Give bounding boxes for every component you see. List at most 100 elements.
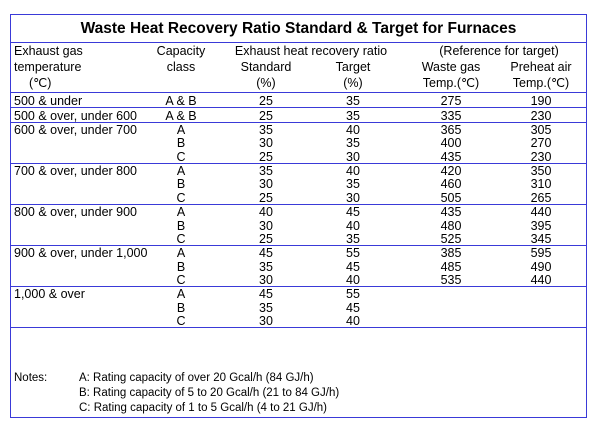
capacity-class-cell: B (176, 218, 186, 233)
standard-cell: 25 (259, 94, 273, 108)
standard-cell: 25 (259, 190, 273, 205)
target-cell: 40 (346, 272, 360, 287)
temperature-range: 800 & over, under 900 (14, 205, 138, 220)
temperature-range: 1,000 & over (14, 287, 85, 302)
preheat-air-temp-cell: 310 (530, 177, 552, 192)
header-preheat-line2: Temp.(℃) (512, 76, 570, 90)
furnace-recovery-table: Waste Heat Recovery Ratio Standard & Tar… (10, 14, 587, 418)
capacity-class-cell: C (176, 272, 186, 287)
table-title: Waste Heat Recovery Ratio Standard & Tar… (80, 20, 517, 37)
capacity-class-cell: C (176, 190, 186, 205)
temperature-range: 500 & over, under 600 (14, 108, 138, 123)
waste-gas-temp-cell: 275 (440, 94, 462, 108)
target-cell: 40 (346, 164, 360, 179)
target-cell: 55 (346, 287, 360, 302)
group-divider (11, 107, 586, 108)
waste-gas-temp-cell: 460 (440, 177, 462, 192)
target-cell: 35 (346, 108, 360, 123)
standard-cell: 30 (259, 314, 273, 328)
header-exhaust-line2: temperature (14, 60, 82, 74)
waste-gas-temp-cell: 420 (440, 164, 462, 179)
capacity-class-cell: A (176, 164, 186, 179)
capacity-class-cell: B (176, 136, 186, 151)
header-preheat-line1: Preheat air (510, 60, 572, 74)
group-divider (11, 203, 586, 205)
standard-cell: 40 (259, 205, 273, 220)
target-cell: 40 (346, 123, 360, 137)
standard-cell: 30 (259, 272, 273, 287)
target-cell: 30 (346, 149, 360, 164)
preheat-air-temp-cell: 230 (530, 108, 552, 123)
header-waste-gas-line2: Temp.(℃) (422, 76, 480, 90)
preheat-air-temp-cell: 265 (530, 190, 552, 205)
target-cell: 45 (346, 259, 360, 274)
capacity-class-cell: C (176, 149, 186, 164)
standard-cell: 35 (259, 300, 273, 315)
preheat-air-temp-cell: 395 (530, 218, 552, 233)
waste-gas-temp-cell: 505 (440, 190, 462, 205)
header-reference-group: (Reference for target) (439, 44, 559, 58)
standard-cell: 25 (259, 231, 273, 246)
waste-gas-temp-cell: 435 (440, 205, 462, 220)
header-target-unit: (%) (343, 76, 363, 90)
preheat-air-temp-cell: 595 (530, 246, 552, 261)
header-exhaust-line1: Exhaust gas (14, 44, 83, 58)
header-target: Target (335, 60, 371, 74)
preheat-air-temp-cell: 270 (530, 136, 552, 151)
target-cell: 35 (346, 177, 360, 192)
preheat-air-temp-cell: 440 (530, 272, 552, 287)
standard-cell: 35 (259, 123, 273, 137)
waste-gas-temp-cell: 365 (440, 123, 462, 137)
capacity-class-cell: A (176, 205, 186, 220)
preheat-air-temp-cell: 190 (530, 94, 552, 108)
header-standard-unit: (%) (256, 76, 276, 90)
target-cell: 35 (346, 136, 360, 151)
target-cell: 35 (346, 231, 360, 246)
group-divider (11, 162, 586, 164)
waste-gas-temp-cell: 535 (440, 272, 462, 287)
note-b: B: Rating capacity of 5 to 20 Gcal/h (21… (79, 387, 340, 399)
group-divider (11, 327, 586, 328)
temperature-range: 500 & under (14, 94, 83, 108)
waste-gas-temp-cell: 435 (440, 149, 462, 164)
standard-cell: 30 (259, 218, 273, 233)
preheat-air-temp-cell: 350 (530, 164, 552, 179)
note-a: A: Rating capacity of over 20 Gcal/h (84… (79, 372, 314, 384)
standard-cell: 45 (259, 246, 273, 261)
standard-cell: 30 (259, 177, 273, 192)
preheat-air-temp-cell: 440 (530, 205, 552, 220)
target-cell: 40 (346, 218, 360, 233)
temperature-range: 600 & over, under 700 (14, 123, 138, 137)
target-cell: 30 (346, 190, 360, 205)
target-cell: 40 (346, 314, 360, 328)
waste-gas-temp-cell: 400 (440, 136, 462, 151)
notes-label: Notes: (14, 372, 48, 384)
waste-gas-temp-cell: 480 (440, 218, 462, 233)
waste-gas-temp-cell: 335 (440, 108, 462, 123)
standard-cell: 25 (259, 149, 273, 164)
header-standard: Standard (240, 60, 292, 74)
capacity-class-cell: A (176, 246, 186, 261)
preheat-air-temp-cell: 345 (530, 231, 552, 246)
preheat-air-temp-cell: 230 (530, 149, 552, 164)
capacity-class-cell: A & B (165, 108, 197, 123)
capacity-class-cell: A (176, 123, 186, 137)
waste-gas-temp-cell: 485 (440, 259, 462, 274)
standard-cell: 35 (259, 259, 273, 274)
capacity-class-cell: C (176, 314, 186, 328)
standard-cell: 30 (259, 136, 273, 151)
note-c: C: Rating capacity of 1 to 5 Gcal/h (4 t… (79, 402, 328, 414)
waste-gas-temp-cell: 385 (440, 246, 462, 261)
group-divider (11, 121, 586, 123)
group-divider (11, 285, 586, 287)
standard-cell: 25 (259, 108, 273, 123)
capacity-class-cell: A (176, 287, 186, 302)
waste-gas-temp-cell: 525 (440, 231, 462, 246)
header-capacity-line1: Capacity (156, 44, 206, 58)
header-recovery-group: Exhaust heat recovery ratio (234, 44, 388, 58)
standard-cell: 45 (259, 287, 273, 302)
target-cell: 45 (346, 300, 360, 315)
title-divider (11, 42, 586, 43)
capacity-class-cell: B (176, 177, 186, 192)
header-divider (11, 92, 586, 93)
